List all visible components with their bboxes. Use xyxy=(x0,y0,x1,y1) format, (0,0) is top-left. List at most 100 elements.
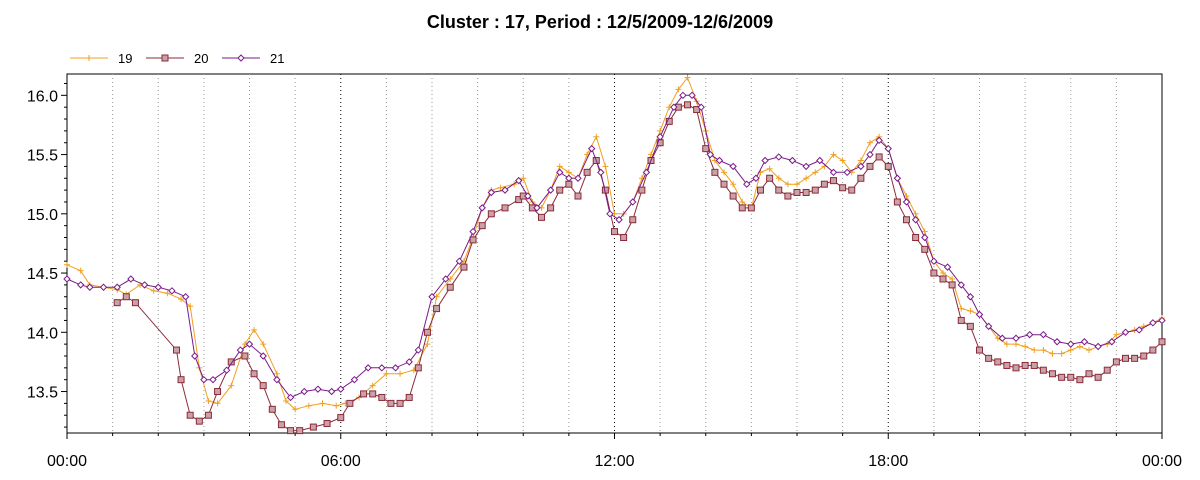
data-point-20 xyxy=(268,405,276,413)
data-point-19 xyxy=(1086,347,1092,354)
data-point-21 xyxy=(743,180,751,188)
data-point-20 xyxy=(921,245,929,253)
data-point-21 xyxy=(670,103,678,111)
data-point-21 xyxy=(414,346,423,354)
data-point-20 xyxy=(611,228,618,236)
legend-label-20: 20 xyxy=(194,51,208,66)
data-point-19 xyxy=(187,303,194,310)
data-point-19 xyxy=(305,402,312,409)
data-point-21 xyxy=(857,162,865,171)
data-point-19 xyxy=(1022,343,1029,350)
data-point-21 xyxy=(350,375,359,384)
data-point-21 xyxy=(884,144,892,153)
data-point-20 xyxy=(793,188,801,196)
data-point-19 xyxy=(940,270,946,277)
data-point-19 xyxy=(1113,331,1120,338)
data-point-21 xyxy=(314,385,322,393)
data-point-20 xyxy=(903,216,910,224)
data-point-19 xyxy=(794,181,800,188)
data-point-21 xyxy=(843,168,851,177)
data-point-20 xyxy=(556,186,564,194)
data-point-19 xyxy=(857,157,864,164)
data-point-21 xyxy=(984,322,993,331)
data-point-21 xyxy=(642,168,651,177)
data-point-20 xyxy=(866,162,874,170)
data-point-21 xyxy=(273,375,281,384)
data-point-19 xyxy=(150,287,157,294)
data-point-21 xyxy=(729,162,737,171)
data-point-21 xyxy=(975,310,984,319)
data-point-20 xyxy=(250,370,258,378)
data-point-20 xyxy=(729,192,737,200)
series-20 xyxy=(113,101,1166,435)
data-point-21 xyxy=(501,186,509,194)
x-tick-label: 18:00 xyxy=(868,453,908,470)
data-point-19 xyxy=(1067,347,1074,354)
data-point-21 xyxy=(524,192,532,200)
data-point-21 xyxy=(533,204,541,212)
data-point-19 xyxy=(830,151,837,158)
data-point-21 xyxy=(113,283,121,291)
data-point-19 xyxy=(1040,347,1047,354)
data-point-21 xyxy=(236,346,245,354)
data-point-20 xyxy=(1058,373,1066,381)
data-point-21 xyxy=(286,393,295,402)
y-tick-label: 15.5 xyxy=(27,148,58,165)
data-point-20 xyxy=(830,177,837,185)
data-point-20 xyxy=(214,388,222,396)
data-point-20 xyxy=(296,427,304,435)
data-point-21 xyxy=(378,364,386,372)
data-point-19 xyxy=(333,402,340,409)
data-point-19 xyxy=(424,341,431,348)
data-point-20 xyxy=(1039,366,1047,374)
data-point-20 xyxy=(893,198,901,206)
data-point-21 xyxy=(615,216,623,224)
data-point-20 xyxy=(1158,338,1166,346)
data-point-21 xyxy=(761,156,769,165)
y-tick-label: 15.0 xyxy=(27,207,58,224)
data-point-20 xyxy=(702,145,710,153)
data-point-20 xyxy=(538,213,545,221)
data-point-19 xyxy=(949,275,956,282)
data-point-20 xyxy=(1012,364,1020,372)
data-point-20 xyxy=(1131,354,1139,362)
data-point-19 xyxy=(565,169,572,176)
data-point-20 xyxy=(423,328,431,336)
data-point-20 xyxy=(1112,358,1120,366)
data-point-20 xyxy=(1103,366,1111,374)
data-point-19 xyxy=(657,127,664,134)
data-point-20 xyxy=(1094,373,1102,381)
data-point-20 xyxy=(711,168,719,176)
data-point-21 xyxy=(168,287,176,295)
data-point-20 xyxy=(976,346,983,354)
data-point-19 xyxy=(867,139,873,146)
x-tick-label: 06:00 xyxy=(321,453,361,470)
data-point-19 xyxy=(602,163,609,170)
data-point-20 xyxy=(433,305,441,313)
legend-marker-21 xyxy=(237,54,245,62)
data-point-19 xyxy=(273,370,280,377)
data-point-21 xyxy=(556,168,564,177)
data-point-20 xyxy=(405,393,413,401)
y-tick-label: 13.5 xyxy=(27,385,58,402)
data-point-21 xyxy=(259,352,267,360)
data-point-19 xyxy=(214,400,221,407)
data-point-20 xyxy=(720,180,728,188)
data-point-19 xyxy=(164,290,171,297)
data-point-21 xyxy=(1135,326,1143,334)
data-point-21 xyxy=(697,103,705,111)
plot-area xyxy=(66,73,1163,434)
data-point-20 xyxy=(1122,354,1129,362)
data-point-19 xyxy=(921,228,928,235)
data-point-20 xyxy=(775,186,783,194)
data-point-19 xyxy=(520,175,527,182)
data-point-20 xyxy=(346,399,354,407)
data-point-21 xyxy=(943,263,952,271)
data-point-20 xyxy=(369,390,377,398)
data-point-20 xyxy=(1140,352,1148,360)
data-point-19 xyxy=(912,210,919,217)
data-point-20 xyxy=(195,417,203,425)
data-point-21 xyxy=(441,275,450,283)
data-point-20 xyxy=(985,354,993,362)
data-point-20 xyxy=(1003,361,1011,369)
